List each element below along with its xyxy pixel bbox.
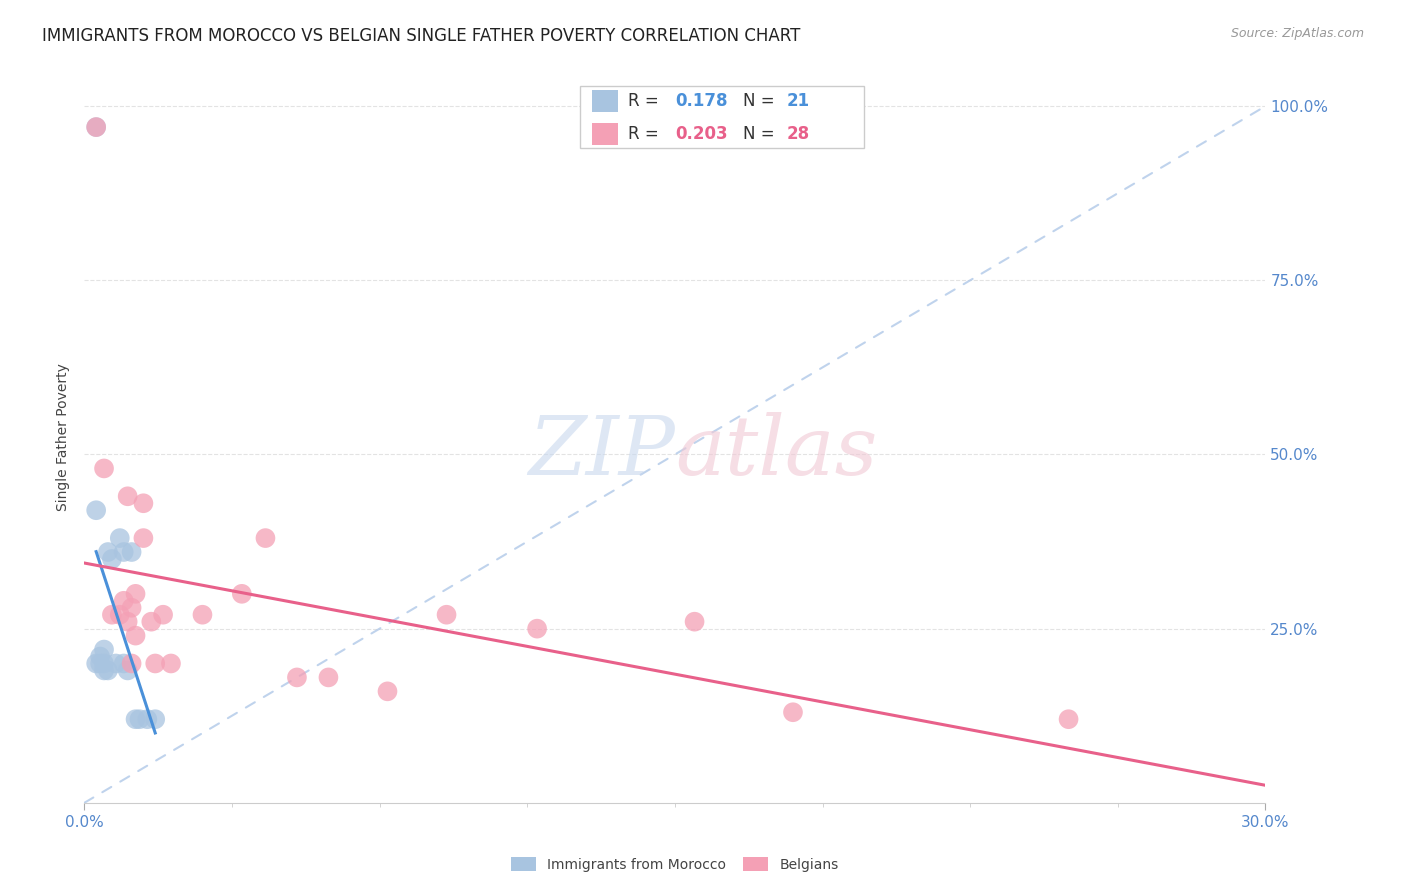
Point (89, 649, 111, 664)
Text: R =: R = (627, 92, 664, 110)
Point (683, 615, 706, 629)
Point (132, 531, 155, 545)
Point (1057, 712, 1080, 726)
Text: N =: N = (744, 125, 780, 143)
Point (436, 607, 458, 622)
Point (93, 657, 115, 671)
Text: R =: R = (627, 125, 664, 143)
Point (93, 461, 115, 475)
Text: 0.178: 0.178 (675, 92, 727, 110)
Point (84, 657, 107, 671)
Point (117, 664, 139, 678)
Point (108, 531, 131, 545)
Point (121, 600, 143, 615)
Point (254, 531, 277, 545)
Point (191, 607, 214, 622)
Text: 0.203: 0.203 (675, 125, 727, 143)
Point (117, 489, 139, 503)
Text: atlas: atlas (675, 412, 877, 491)
Point (285, 670, 308, 684)
Legend: Immigrants from Morocco, Belgians: Immigrants from Morocco, Belgians (505, 850, 845, 879)
Point (526, 622, 548, 636)
Point (121, 657, 143, 671)
Point (231, 587, 253, 601)
Point (93, 642, 115, 657)
Y-axis label: Single Father Poverty: Single Father Poverty (56, 363, 70, 511)
Point (84, 503, 107, 517)
Bar (592, 89, 619, 112)
Point (97, 664, 120, 678)
Point (112, 657, 135, 671)
Text: 21: 21 (787, 92, 810, 110)
Point (152, 607, 174, 622)
Point (117, 615, 139, 629)
Point (121, 545, 143, 559)
Point (160, 657, 183, 671)
Point (112, 545, 135, 559)
Point (84, 120, 107, 134)
Point (101, 552, 124, 566)
Point (112, 594, 135, 608)
Point (782, 705, 804, 719)
FancyBboxPatch shape (581, 86, 863, 148)
Point (124, 587, 146, 601)
Text: N =: N = (744, 92, 780, 110)
Point (143, 657, 166, 671)
Point (97, 545, 120, 559)
Text: Source: ZipAtlas.com: Source: ZipAtlas.com (1230, 27, 1364, 40)
Point (124, 629, 146, 643)
Point (318, 670, 340, 684)
Bar (592, 122, 619, 145)
Point (101, 607, 124, 622)
Point (108, 607, 131, 622)
Point (141, 615, 163, 629)
Text: ZIP: ZIP (529, 412, 675, 491)
Point (136, 712, 159, 726)
Point (104, 657, 127, 671)
Text: IMMIGRANTS FROM MOROCCO VS BELGIAN SINGLE FATHER POVERTY CORRELATION CHART: IMMIGRANTS FROM MOROCCO VS BELGIAN SINGL… (42, 27, 800, 45)
Point (128, 712, 150, 726)
Text: 28: 28 (787, 125, 810, 143)
Point (143, 712, 166, 726)
Point (377, 684, 399, 698)
Point (84, 120, 107, 134)
Point (124, 712, 146, 726)
Point (132, 496, 155, 510)
Point (89, 657, 111, 671)
Point (93, 664, 115, 678)
